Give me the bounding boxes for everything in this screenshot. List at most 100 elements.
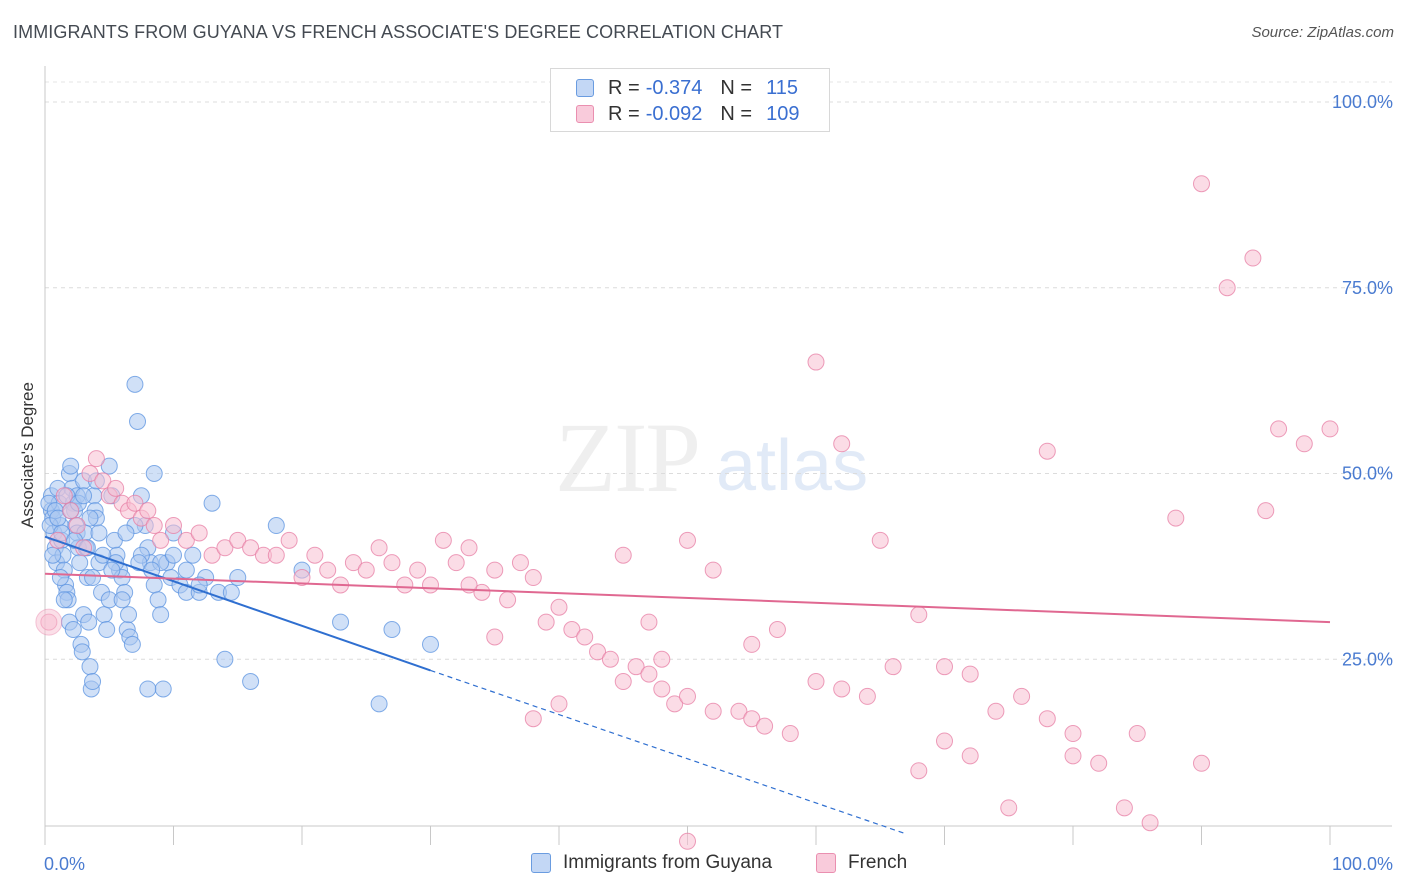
data-point [84,673,102,691]
y-tick-label: 75.0% [1342,278,1393,298]
chart-title: IMMIGRANTS FROM GUYANA VS FRENCH ASSOCIA… [13,22,784,42]
data-point [550,598,568,616]
data-point [383,621,401,639]
data-point [370,539,388,557]
data-point [704,702,722,720]
data-point [422,576,439,594]
data-point [1064,747,1082,765]
data-point [113,591,131,609]
data-point [511,554,529,572]
data-point [833,680,851,698]
data-point [64,621,82,639]
data-point [1193,754,1210,772]
data-point [120,606,138,624]
data-point [1244,249,1262,267]
data-point [936,732,953,750]
data-point [165,517,182,535]
data-point [1038,442,1056,460]
series-legend: Immigrants from Guyana French [0,852,1406,878]
guyana-swatch [576,79,594,97]
data-point [1064,725,1082,743]
data-point [884,658,902,676]
data-point [216,650,234,668]
data-point [936,658,953,676]
data-point [107,479,125,497]
x-tick-label: 100.0% [1332,854,1393,874]
data-point [71,554,89,572]
data-point [229,531,247,549]
data-point [145,465,163,483]
data-point [666,695,684,713]
french-legend-swatch [816,853,836,873]
data-point [486,561,504,579]
data-point [679,832,696,850]
data-point [1000,799,1018,817]
data-point [1128,725,1146,743]
r-value: -0.092 [645,102,703,125]
r-label: R = [608,102,640,125]
watermark-zip: ZIP [555,402,701,513]
axis-labels: 25.0% 50.0% 75.0% 100.0% 0.0% 100.0% Associate… [18,92,1393,874]
y-axis-label: Associate's Degree [18,382,37,528]
data-point [447,554,465,572]
data-point [80,613,98,631]
data-point [126,375,144,393]
n-label: N = [720,76,753,99]
data-point [499,591,517,609]
data-point [653,650,671,668]
legend-item-guyana[interactable]: Immigrants from Guyana [531,852,772,874]
data-point [280,531,298,549]
data-point [62,457,80,475]
data-point [614,673,632,691]
trend-lines [44,535,1331,835]
data-point [730,702,748,720]
trend-line-french [44,572,1331,624]
data-point [242,539,260,557]
r-label: R = [608,76,640,99]
data-point [1270,420,1288,438]
data-point [44,546,62,564]
data-point [130,554,148,572]
data-point [1321,420,1339,438]
legend-item-french[interactable]: French [816,852,907,874]
data-point [145,576,163,594]
series-french-points [35,175,1339,850]
data-point [396,576,414,594]
data-point [627,658,645,676]
data-point [987,702,1005,720]
y-tick-label: 50.0% [1342,464,1393,484]
data-point [1257,502,1275,520]
data-point [858,687,876,705]
data-point [73,643,91,661]
data-point [370,695,388,713]
data-point [614,546,632,564]
data-point [87,450,105,468]
data-point [306,546,324,564]
data-point [1115,799,1133,817]
data-point [910,762,928,780]
data-point [473,583,491,601]
data-point [1295,435,1313,453]
data-point [460,539,478,557]
data-point [679,531,696,549]
data-point [576,628,594,646]
data-point [139,680,157,698]
data-point [357,561,375,579]
data-point [422,635,439,653]
data-point [563,621,581,639]
data-point [434,531,452,549]
data-point [81,658,99,676]
data-point [486,628,504,646]
data-point [383,554,401,572]
data-point [75,487,93,505]
data-point [589,643,607,661]
data-point [807,673,825,691]
data-point [267,546,285,564]
x-tick-label: 0.0% [44,854,85,874]
data-point [293,569,311,587]
n-value: 109 [766,102,800,125]
data-point [190,524,208,542]
data-point [68,517,86,535]
data-point [98,621,116,639]
